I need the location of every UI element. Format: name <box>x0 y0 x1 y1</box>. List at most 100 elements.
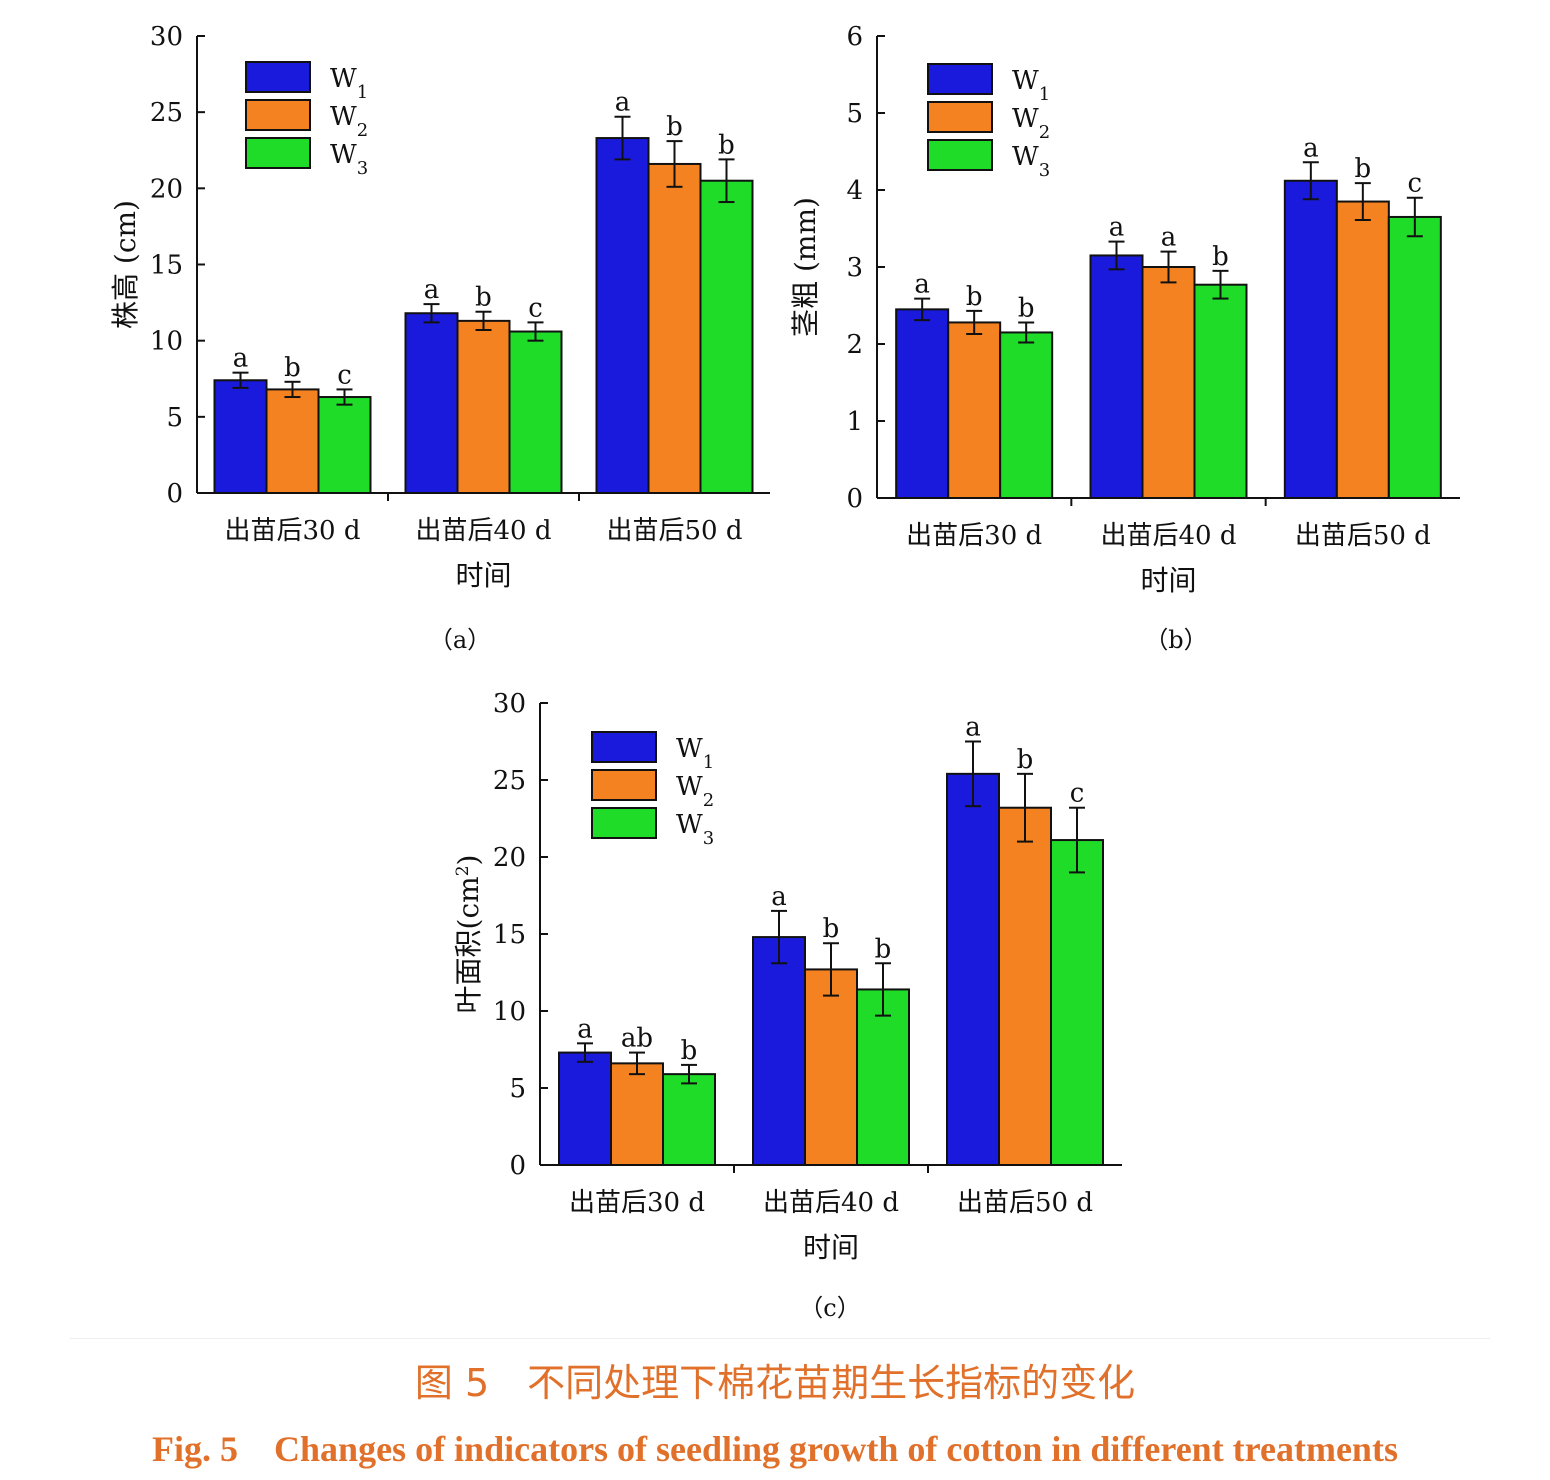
legend-label: W2 <box>1012 104 1050 143</box>
significance-label: b <box>823 914 840 944</box>
bar <box>999 331 1054 500</box>
legend-swatch <box>927 139 993 171</box>
x-tick-label: 出苗后40 d <box>416 516 552 546</box>
significance-label: b <box>1212 242 1229 272</box>
legend-swatch <box>927 101 993 133</box>
significance-label: a <box>577 1014 593 1044</box>
y-tick-label: 10 <box>493 997 526 1027</box>
x-tick-label: 出苗后50 d <box>1295 521 1431 551</box>
bar <box>662 1073 716 1167</box>
bar <box>558 1051 612 1166</box>
y-tick-label: 0 <box>846 484 863 514</box>
significance-label: b <box>666 112 683 142</box>
bar <box>699 179 754 494</box>
significance-label: b <box>284 353 301 383</box>
significance-label: a <box>1109 213 1125 243</box>
legend-swatch <box>245 61 311 93</box>
bar <box>265 388 320 494</box>
legend-label: W3 <box>676 810 714 849</box>
bar <box>595 137 650 495</box>
bar <box>895 308 950 499</box>
x-tick-label: 出苗后50 d <box>957 1188 1093 1218</box>
bar <box>998 806 1052 1166</box>
bar <box>1193 283 1248 499</box>
y-tick-label: 0 <box>509 1151 526 1181</box>
bar <box>1283 179 1338 499</box>
significance-label: b <box>681 1036 698 1066</box>
y-tick-label: 5 <box>166 403 183 433</box>
significance-label: b <box>475 283 492 313</box>
x-tick-label: 出苗后40 d <box>1101 521 1237 551</box>
chart-b: 0 1 2 3 4 5 6 出苗后30 d a b b 出苗后40 d a a b 出苗后50 d a b c 时间 茎… <box>789 22 1460 597</box>
significance-label: a <box>424 275 440 305</box>
legend-swatch <box>927 63 993 95</box>
bar <box>752 936 806 1167</box>
y-tick-label: 30 <box>493 689 526 719</box>
x-tick-label: 出苗后40 d <box>763 1188 899 1218</box>
y-tick-label: 1 <box>846 407 863 437</box>
significance-label: a <box>1161 223 1177 253</box>
bar <box>946 772 1000 1167</box>
y-axis-title: 株高 (cm) <box>109 200 142 329</box>
bar <box>610 1062 664 1166</box>
legend-swatch <box>245 137 311 169</box>
significance-label: b <box>875 934 892 964</box>
panel-label-c: （c） <box>799 1294 861 1322</box>
x-tick-label: 出苗后30 d <box>906 521 1042 551</box>
y-tick-label: 3 <box>846 253 863 283</box>
y-axis-title: 茎粗 (mm) <box>789 197 822 337</box>
x-tick-label: 出苗后30 d <box>225 516 361 546</box>
bar <box>1335 200 1390 500</box>
y-tick-label: 4 <box>846 176 863 206</box>
y-tick-label: 25 <box>150 98 183 128</box>
bar <box>947 321 1002 499</box>
significance-label: a <box>615 88 631 118</box>
legend-label: W1 <box>1012 66 1050 105</box>
y-tick-label: 5 <box>509 1074 526 1104</box>
significance-label: b <box>718 130 735 160</box>
significance-label: c <box>337 360 352 390</box>
x-axis-title: 时间 <box>1140 564 1196 597</box>
significance-label: c <box>1070 779 1085 809</box>
bar <box>856 988 910 1166</box>
significance-label: b <box>1355 154 1372 184</box>
significance-label: b <box>966 282 983 312</box>
significance-label: a <box>914 270 930 300</box>
significance-label: a <box>965 713 981 743</box>
bar <box>508 330 563 494</box>
y-tick-label: 15 <box>493 920 526 950</box>
y-tick-label: 20 <box>150 174 183 204</box>
legend-swatch <box>591 807 657 839</box>
bar <box>1387 215 1442 499</box>
significance-label: c <box>1408 169 1423 199</box>
bar <box>317 396 372 494</box>
x-axis-title: 时间 <box>803 1231 859 1264</box>
y-tick-label: 30 <box>150 22 183 52</box>
y-tick-label: 0 <box>166 479 183 509</box>
y-tick-label: 2 <box>846 330 863 360</box>
significance-label: b <box>1018 293 1035 323</box>
bar <box>1089 254 1144 499</box>
legend-label: W3 <box>330 140 368 179</box>
y-tick-label: 6 <box>846 22 863 52</box>
y-tick-label: 20 <box>493 843 526 873</box>
legend-label: W2 <box>676 772 714 811</box>
bar <box>1141 266 1196 499</box>
y-tick-label: 10 <box>150 327 183 357</box>
bar <box>1050 839 1104 1166</box>
legend-label: W1 <box>330 64 368 103</box>
bar <box>213 379 268 495</box>
significance-label: c <box>528 293 543 323</box>
chart-a: 0 5 10 15 20 25 30 出苗后30 d a b c 出苗后40 d a b c 出苗后50 d a… <box>109 22 770 592</box>
figure-caption-en: Fig. 5 Changes of indicators of seedling… <box>152 1429 1398 1469</box>
significance-label: b <box>1017 745 1034 775</box>
bar <box>804 968 858 1166</box>
y-axis-title: 叶面积(cm2) <box>452 855 485 1014</box>
significance-label: a <box>1303 133 1319 163</box>
legend-swatch <box>591 769 657 801</box>
y-tick-label: 25 <box>493 766 526 796</box>
panel-label-a: （a） <box>428 626 492 654</box>
bar <box>456 319 511 495</box>
